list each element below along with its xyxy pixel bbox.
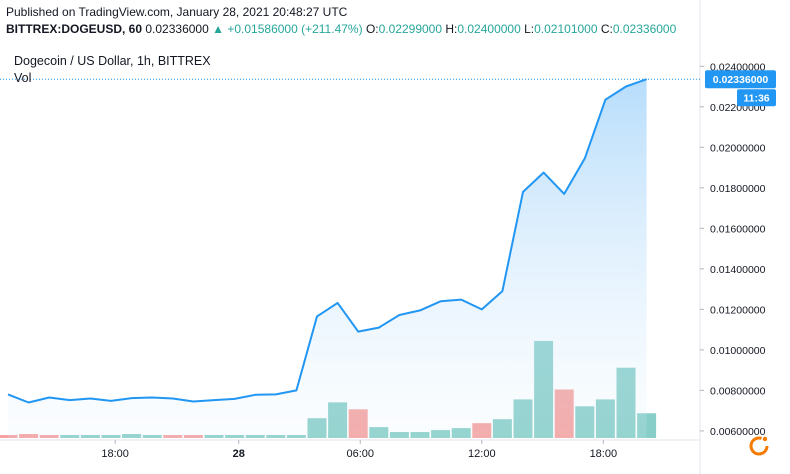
high-value: 0.02400000	[457, 22, 521, 36]
change-arrow-icon: ▲	[212, 22, 225, 36]
price-area-fill	[8, 79, 647, 438]
high-label: H:	[445, 22, 458, 36]
close-label: C:	[600, 22, 613, 36]
x-tick-label: 18:00	[101, 448, 129, 460]
symbol-label: BITTREX:DOGEUSD, 60	[6, 22, 143, 36]
quote-line: BITTREX:DOGEUSD, 60 0.02336000 ▲ +0.0158…	[6, 22, 676, 36]
price-change: +0.01586000 (+211.47%)	[227, 22, 363, 36]
countdown-badge	[737, 89, 776, 107]
pane-title: Dogecoin / US Dollar, 1h, BITTREX	[14, 54, 211, 68]
low-label: L:	[524, 22, 535, 36]
y-tick-label: 0.02000000	[710, 142, 766, 154]
y-tick-label: 0.01800000	[710, 183, 766, 195]
y-tick-label: 0.01200000	[710, 304, 766, 316]
close-value: 0.02336000	[612, 22, 677, 36]
last-price: 0.02336000	[145, 22, 209, 36]
x-tick-label: 18:00	[590, 448, 618, 460]
price-axis[interactable]: 0.024000000.022000000.020000000.01800000…	[700, 61, 766, 438]
y-tick-label: 0.01000000	[710, 345, 766, 357]
volume-label: Vol	[14, 71, 32, 85]
y-tick-label: 0.00800000	[710, 385, 766, 397]
countdown-label: 11:36	[743, 93, 769, 105]
x-tick-label: 28	[233, 448, 245, 460]
published-note: Published on TradingView.com, January 28…	[6, 5, 348, 19]
x-tick-label: 12:00	[468, 448, 496, 460]
last-price-badge	[705, 70, 776, 89]
price-line	[7, 78, 647, 404]
open-value: 0.02299000	[378, 22, 443, 36]
y-tick-label: 0.01600000	[710, 223, 766, 235]
last-price-badge-label: 0.02336000	[713, 74, 769, 86]
y-tick-label: 0.01400000	[710, 264, 766, 276]
y-tick-label: 0.00600000	[710, 426, 766, 438]
low-value: 0.02101000	[534, 22, 598, 36]
open-label: O:	[365, 22, 379, 36]
x-tick-label: 06:00	[346, 448, 374, 460]
tradingview-logo-icon[interactable]	[749, 436, 769, 456]
